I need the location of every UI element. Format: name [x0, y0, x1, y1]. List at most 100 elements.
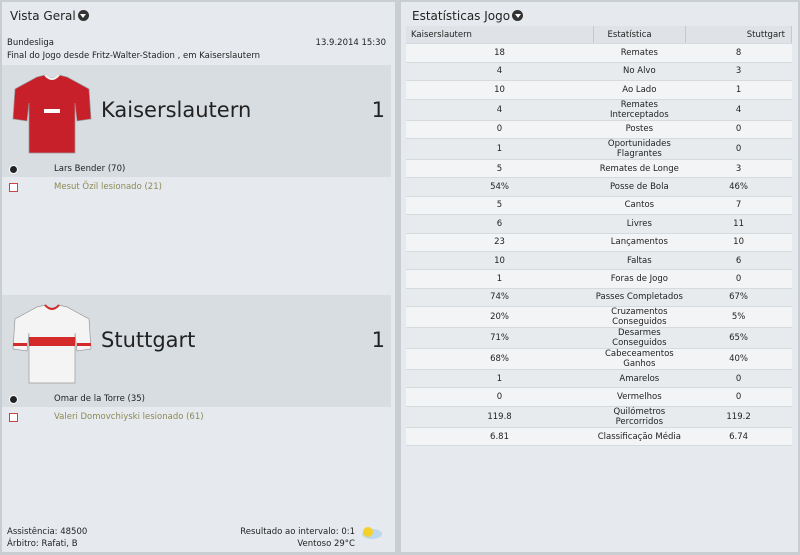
home-value: 68% [406, 348, 594, 371]
column-header: Kaiserslautern [406, 26, 594, 45]
stat-row: 1 Oportunidades Flagrantes 0 [406, 138, 792, 160]
title-text: Vista Geral [10, 9, 76, 23]
stat-row: 68% Cabeceamentos Ganhos 40% [406, 348, 792, 371]
dropdown-icon[interactable] [77, 10, 89, 21]
home-value: 6 [406, 214, 594, 234]
stat-name: Remates [593, 43, 686, 63]
stat-row: 18 Remates 8 [406, 43, 792, 63]
stat-name: Passes Completados [593, 288, 686, 308]
stat-name: Foras de Jogo [593, 269, 686, 289]
stat-row: 4 No Alvo 3 [406, 62, 792, 82]
stat-name: Postes [593, 120, 686, 139]
stat-name: Remates de Longe [593, 159, 686, 179]
team-name: Stuttgart [101, 328, 196, 352]
injury-event: Valeri Domovchiyski lesionado (61) [54, 412, 204, 422]
stat-name: Cantos [593, 196, 686, 216]
weather: Ventoso 29°C [297, 539, 355, 549]
stat-row: 5 Remates de Longe 3 [406, 159, 792, 179]
stat-row: 0 Postes 0 [406, 120, 792, 139]
dropdown-icon[interactable] [512, 10, 524, 21]
home-value: 1 [406, 269, 594, 289]
away-value: 46% [685, 177, 792, 197]
referee: Árbitro: Rafati, B [7, 539, 78, 549]
stat-name: Oportunidades Flagrantes [593, 138, 686, 160]
stat-name: Posse de Bola [593, 177, 686, 197]
away-value: 40% [685, 348, 792, 371]
away-value: 4 [685, 99, 792, 121]
away-value: 0 [685, 369, 792, 389]
stat-name: Cruzamentos Conseguidos [593, 306, 686, 329]
team-box: Stuttgart 1 [2, 295, 391, 407]
team-score: 1 [371, 328, 385, 352]
stat-row: 5 Cantos 7 [406, 196, 792, 216]
stat-name: Cabeceamentos Ganhos [593, 348, 686, 371]
away-value: 3 [685, 159, 792, 179]
home-value: 23 [406, 233, 594, 252]
team-box: Kaiserslautern 1 [2, 65, 391, 177]
away-value: 3 [685, 62, 792, 82]
home-value: 18 [406, 43, 594, 63]
stat-row: 6.81 Classificação Média 6.74 [406, 427, 792, 447]
goal-icon [9, 165, 18, 174]
title-text: Estatísticas Jogo [412, 9, 511, 23]
home-value: 1 [406, 138, 594, 160]
away-value: 0 [685, 269, 792, 289]
injury-icon [9, 413, 18, 422]
away-value: 11 [685, 214, 792, 234]
away-value: 0 [685, 138, 792, 160]
stat-row: 10 Faltas 6 [406, 251, 792, 271]
halftime: Resultado ao intervalo: 0:1 [240, 527, 355, 537]
away-value: 1 [685, 80, 792, 100]
home-value: 6.81 [406, 427, 594, 447]
away-value: 6 [685, 251, 792, 271]
team-name: Kaiserslautern [101, 98, 252, 122]
goal-event: Omar de la Torre (35) [54, 394, 145, 404]
stat-name: Amarelos [593, 369, 686, 389]
column-header: Stuttgart [685, 26, 792, 45]
away-value: 5% [685, 306, 792, 329]
overview-panel: Vista Geral Bundesliga 13.9.2014 15:30 F… [2, 2, 395, 552]
stat-row: 4 Remates Interceptados 4 [406, 99, 792, 121]
panel-title[interactable]: Vista Geral [10, 9, 89, 23]
home-value: 71% [406, 327, 594, 350]
home-value: 5 [406, 159, 594, 179]
stat-name: Quilómetros Percorridos [593, 406, 686, 428]
team-score: 1 [371, 98, 385, 122]
away-value: 0 [685, 120, 792, 139]
home-value: 119.8 [406, 406, 594, 428]
stat-name: Classificação Média [593, 427, 686, 447]
stat-row: 0 Vermelhos 0 [406, 387, 792, 407]
stat-row: 6 Livres 11 [406, 214, 792, 234]
stats-table: Kaiserslautern Estatística Stuttgart 18 Rem… [406, 26, 792, 447]
away-value: 119.2 [685, 406, 792, 428]
away-value: 10 [685, 233, 792, 252]
competition: Bundesliga [7, 38, 54, 48]
kit [12, 74, 92, 154]
away-value: 6.74 [685, 427, 792, 447]
home-value: 10 [406, 251, 594, 271]
stat-row: 71% Desarmes Conseguidos 65% [406, 327, 792, 350]
stat-row: 74% Passes Completados 67% [406, 288, 792, 308]
home-value: 4 [406, 62, 594, 82]
column-header: Estatística [593, 26, 687, 45]
away-value: 7 [685, 196, 792, 216]
attendance: Assistência: 48500 [7, 527, 88, 537]
stat-row: 54% Posse de Bola 46% [406, 177, 792, 197]
panel-title[interactable]: Estatísticas Jogo [412, 9, 524, 23]
away-value: 8 [685, 43, 792, 63]
home-value: 54% [406, 177, 594, 197]
header-row: Kaiserslautern Estatística Stuttgart [406, 26, 792, 45]
home-value: 4 [406, 99, 594, 121]
goal-event: Lars Bender (70) [54, 164, 126, 174]
stat-name: Vermelhos [593, 387, 686, 407]
injury-icon [9, 183, 18, 192]
stat-row: 1 Amarelos 0 [406, 369, 792, 389]
kit [12, 304, 92, 384]
stat-name: Desarmes Conseguidos [593, 327, 686, 350]
venue: Final do Jogo desde Fritz-Walter-Stadion… [7, 51, 261, 61]
injury-event: Mesut Özil lesionado (21) [54, 182, 162, 192]
stat-row: 119.8 Quilómetros Percorridos 119.2 [406, 406, 792, 428]
away-value: 67% [685, 288, 792, 308]
home-value: 5 [406, 196, 594, 216]
